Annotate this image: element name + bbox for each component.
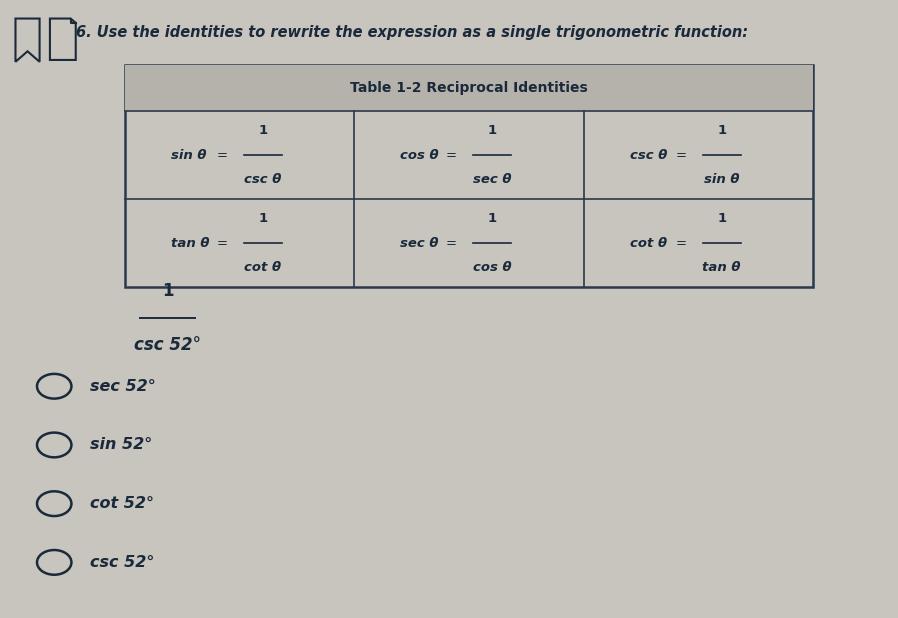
Text: cot θ: cot θ [629, 237, 667, 250]
Text: cot θ: cot θ [244, 261, 281, 274]
Text: tan θ: tan θ [702, 261, 741, 274]
Text: csc θ: csc θ [244, 172, 281, 185]
Text: 1: 1 [488, 124, 497, 137]
Text: 1: 1 [259, 124, 268, 137]
Text: cot 52°: cot 52° [91, 496, 154, 511]
Text: 1: 1 [718, 212, 726, 225]
Text: =: = [216, 149, 227, 162]
Bar [125, 65, 814, 287]
Text: =: = [445, 237, 457, 250]
Text: Table 1-2 Reciprocal Identities: Table 1-2 Reciprocal Identities [350, 81, 588, 95]
Bar [125, 65, 814, 111]
Text: csc 52°: csc 52° [91, 555, 154, 570]
Text: sec 52°: sec 52° [91, 379, 156, 394]
Text: csc 52°: csc 52° [135, 336, 201, 353]
Text: csc θ: csc θ [629, 149, 667, 162]
Text: sin θ: sin θ [171, 149, 207, 162]
Text: 1: 1 [162, 282, 173, 300]
Text: 6. Use the identities to rewrite the expression as a single trigonometric functi: 6. Use the identities to rewrite the exp… [75, 25, 748, 40]
Text: sin θ: sin θ [704, 172, 739, 185]
Text: 1: 1 [488, 212, 497, 225]
Text: cos θ: cos θ [473, 261, 512, 274]
Text: sin 52°: sin 52° [91, 438, 153, 452]
Text: cos θ: cos θ [401, 149, 439, 162]
Text: sec θ: sec θ [401, 237, 438, 250]
Text: tan θ: tan θ [171, 237, 209, 250]
Text: =: = [216, 237, 227, 250]
Text: =: = [675, 149, 686, 162]
Text: 1: 1 [259, 212, 268, 225]
Text: sec θ: sec θ [473, 172, 512, 185]
Text: =: = [675, 237, 686, 250]
Text: 1: 1 [718, 124, 726, 137]
Text: =: = [445, 149, 457, 162]
